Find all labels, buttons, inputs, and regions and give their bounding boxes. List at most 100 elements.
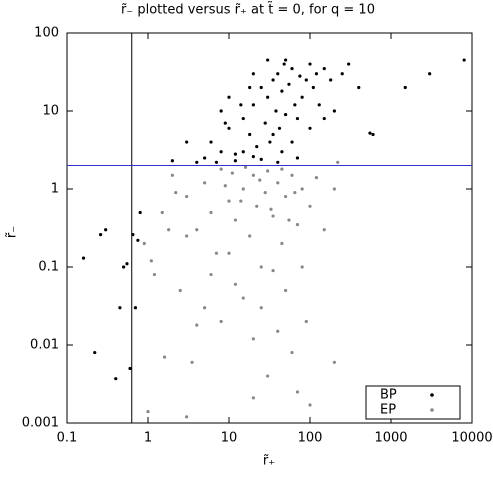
data-point bbox=[239, 199, 243, 203]
data-point bbox=[146, 410, 150, 414]
data-point bbox=[170, 159, 174, 163]
data-point bbox=[298, 74, 302, 78]
data-point bbox=[162, 355, 167, 359]
data-point bbox=[227, 199, 231, 203]
data-point bbox=[284, 58, 288, 62]
data-point bbox=[160, 210, 164, 215]
data-point bbox=[251, 155, 255, 159]
data-point bbox=[280, 89, 284, 93]
x-tick-label: 10000 bbox=[451, 431, 492, 446]
data-point bbox=[251, 396, 255, 400]
data-point bbox=[133, 306, 138, 310]
data-point bbox=[295, 222, 300, 227]
legend-box bbox=[365, 385, 461, 420]
data-point bbox=[276, 181, 280, 185]
data-point bbox=[304, 319, 308, 324]
data-point bbox=[263, 190, 267, 195]
y-tick-label: 10 bbox=[42, 104, 59, 119]
data-point bbox=[266, 95, 270, 99]
y-tick-label: 0.1 bbox=[38, 260, 59, 275]
data-point bbox=[308, 126, 312, 130]
y-tick-label: 0.01 bbox=[30, 338, 59, 353]
data-point bbox=[271, 78, 275, 82]
data-point bbox=[266, 374, 270, 378]
data-point bbox=[219, 150, 223, 154]
data-point bbox=[203, 156, 207, 160]
data-point bbox=[251, 173, 255, 177]
data-point bbox=[190, 360, 194, 364]
data-point bbox=[274, 109, 278, 113]
data-point bbox=[295, 116, 300, 121]
data-point bbox=[263, 121, 267, 125]
data-point bbox=[118, 306, 122, 310]
data-point bbox=[336, 160, 340, 164]
data-point bbox=[233, 152, 238, 156]
data-point bbox=[195, 160, 199, 164]
data-point bbox=[259, 265, 263, 269]
data-point bbox=[259, 157, 263, 161]
x-axis-label: r̃₊ bbox=[263, 454, 275, 469]
data-point bbox=[300, 187, 304, 191]
data-point bbox=[314, 72, 319, 76]
data-point bbox=[99, 233, 103, 237]
data-point bbox=[125, 262, 129, 266]
data-point bbox=[149, 259, 153, 263]
data-point bbox=[203, 306, 207, 310]
data-point bbox=[368, 131, 372, 135]
data-point bbox=[287, 82, 291, 86]
data-point bbox=[195, 323, 199, 327]
data-point bbox=[248, 85, 252, 90]
data-point bbox=[322, 116, 326, 121]
data-point bbox=[251, 72, 255, 76]
data-point bbox=[290, 66, 294, 71]
data-point bbox=[271, 132, 275, 137]
data-point bbox=[332, 109, 336, 113]
data-point bbox=[241, 296, 245, 300]
data-point bbox=[322, 228, 326, 232]
data-point bbox=[280, 241, 284, 246]
legend-label: EP bbox=[380, 403, 396, 418]
data-point bbox=[293, 103, 297, 107]
data-point bbox=[268, 140, 272, 144]
y-tick-label: 0.001 bbox=[22, 416, 59, 431]
data-point bbox=[223, 184, 227, 188]
data-point bbox=[170, 173, 174, 177]
data-point bbox=[195, 228, 199, 232]
data-point bbox=[167, 228, 171, 232]
data-point bbox=[251, 337, 255, 341]
data-point bbox=[271, 214, 275, 218]
data-point bbox=[277, 126, 282, 130]
data-point bbox=[322, 66, 326, 71]
data-point bbox=[295, 390, 300, 394]
data-point bbox=[276, 160, 280, 164]
data-point bbox=[219, 109, 223, 113]
data-point bbox=[293, 190, 297, 195]
data-point bbox=[290, 173, 294, 177]
x-tick-label: 1000 bbox=[374, 431, 407, 446]
data-point bbox=[329, 78, 333, 82]
data-point bbox=[259, 85, 263, 90]
data-point bbox=[241, 187, 245, 191]
data-point bbox=[174, 190, 178, 195]
data-point bbox=[219, 319, 223, 324]
data-point bbox=[248, 234, 252, 238]
data-point bbox=[136, 238, 140, 242]
plot-frame bbox=[66, 32, 473, 424]
data-point bbox=[290, 140, 294, 144]
data-point bbox=[290, 350, 294, 355]
y-tick-label: 1 bbox=[51, 182, 59, 197]
data-point bbox=[340, 72, 344, 76]
data-point bbox=[185, 234, 189, 238]
legend-label: BP bbox=[380, 388, 397, 403]
data-point bbox=[185, 140, 189, 144]
data-point bbox=[284, 112, 288, 117]
data-point bbox=[332, 360, 336, 364]
data-point bbox=[214, 160, 219, 164]
data-point bbox=[276, 72, 280, 76]
data-point bbox=[209, 210, 213, 215]
data-point bbox=[209, 272, 213, 277]
y-tick-label: 100 bbox=[34, 26, 59, 41]
x-tick-label: 1 bbox=[144, 431, 152, 446]
data-point bbox=[403, 85, 407, 90]
data-point bbox=[300, 95, 304, 99]
